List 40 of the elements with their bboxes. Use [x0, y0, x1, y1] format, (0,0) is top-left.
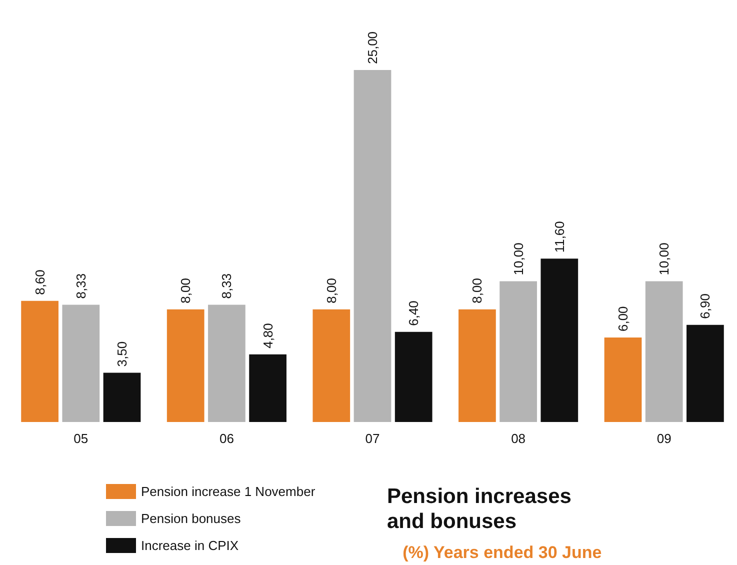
x-tick-label: 07: [365, 431, 380, 446]
bar: [62, 304, 100, 422]
legend-label: Pension bonuses: [141, 511, 242, 526]
data-label: 6,40: [406, 300, 422, 326]
data-label: 6,00: [616, 306, 631, 332]
x-tick-label: 09: [656, 431, 672, 446]
legend-label: Pension increase 1 November: [141, 484, 316, 499]
x-tick-label: 06: [219, 431, 234, 446]
data-label: 25,00: [365, 31, 380, 64]
bar: [21, 300, 58, 422]
data-label: 8,33: [73, 273, 88, 299]
data-label: 8,60: [32, 270, 48, 295]
bar: [354, 70, 392, 422]
text: (%) Years ended 30 June: [402, 543, 602, 562]
data-label: 8,00: [470, 278, 485, 304]
data-label: 8,00: [324, 278, 339, 304]
data-label: 4,80: [260, 323, 276, 348]
text: Pension increases and bonuses: [387, 485, 578, 533]
bar: [500, 281, 537, 422]
data-label: 8,33: [219, 273, 234, 299]
x-tick-label: 05: [74, 431, 88, 446]
x-tick-label: 08: [511, 431, 526, 446]
data-label: 3,50: [114, 341, 130, 367]
legend-label: Increase in CPIX: [141, 538, 239, 553]
data-label: 6,90: [698, 294, 713, 319]
data-label: 10,00: [510, 242, 526, 276]
bar: [540, 258, 578, 422]
bar: [249, 354, 286, 422]
bar: [458, 309, 496, 422]
bar: [208, 304, 246, 422]
bar: [312, 309, 350, 422]
data-label: 10,00: [656, 242, 672, 276]
bar: [645, 281, 683, 422]
bar: [394, 332, 432, 422]
data-label: 11,60: [552, 221, 567, 253]
bar: [686, 324, 724, 422]
bar: [166, 309, 204, 422]
bar: [604, 338, 642, 422]
data-label: 8,00: [178, 278, 194, 304]
bar: [103, 372, 141, 422]
